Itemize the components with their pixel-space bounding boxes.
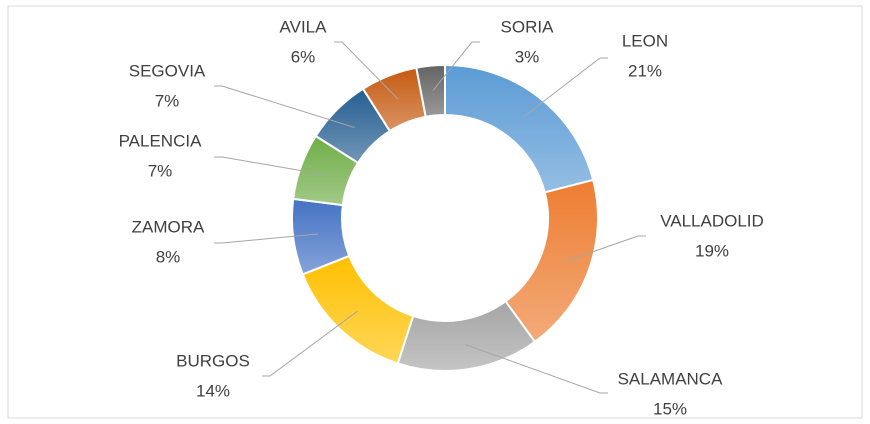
category-label: SORIA	[501, 17, 555, 36]
leader-line	[464, 343, 608, 394]
leader-line	[334, 41, 399, 100]
leader-line	[523, 57, 608, 118]
category-label: VALLADOLID	[660, 211, 764, 230]
category-label: SALAMANCA	[618, 369, 724, 388]
value-label: 3%	[515, 47, 540, 66]
value-label: 21%	[628, 61, 662, 80]
category-label: SEGOVIA	[129, 61, 206, 80]
value-label: 19%	[695, 241, 729, 260]
category-label: ZAMORA	[132, 217, 205, 236]
value-label: 14%	[196, 381, 230, 400]
donut-slice	[415, 63, 446, 118]
leader-line	[214, 85, 355, 128]
leader-line	[432, 41, 480, 91]
leader-line	[262, 310, 358, 377]
leader-line	[214, 156, 325, 176]
category-label: BURGOS	[176, 351, 250, 370]
category-label: LEON	[622, 31, 668, 50]
value-label: 7%	[148, 161, 173, 180]
value-label: 7%	[155, 91, 180, 110]
leader-line	[565, 235, 646, 262]
value-label: 15%	[653, 399, 687, 418]
leader-line	[214, 233, 319, 244]
category-label: AVILA	[280, 17, 328, 36]
value-label: 8%	[156, 247, 181, 266]
value-label: 6%	[291, 47, 316, 66]
category-label: PALENCIA	[119, 131, 202, 150]
